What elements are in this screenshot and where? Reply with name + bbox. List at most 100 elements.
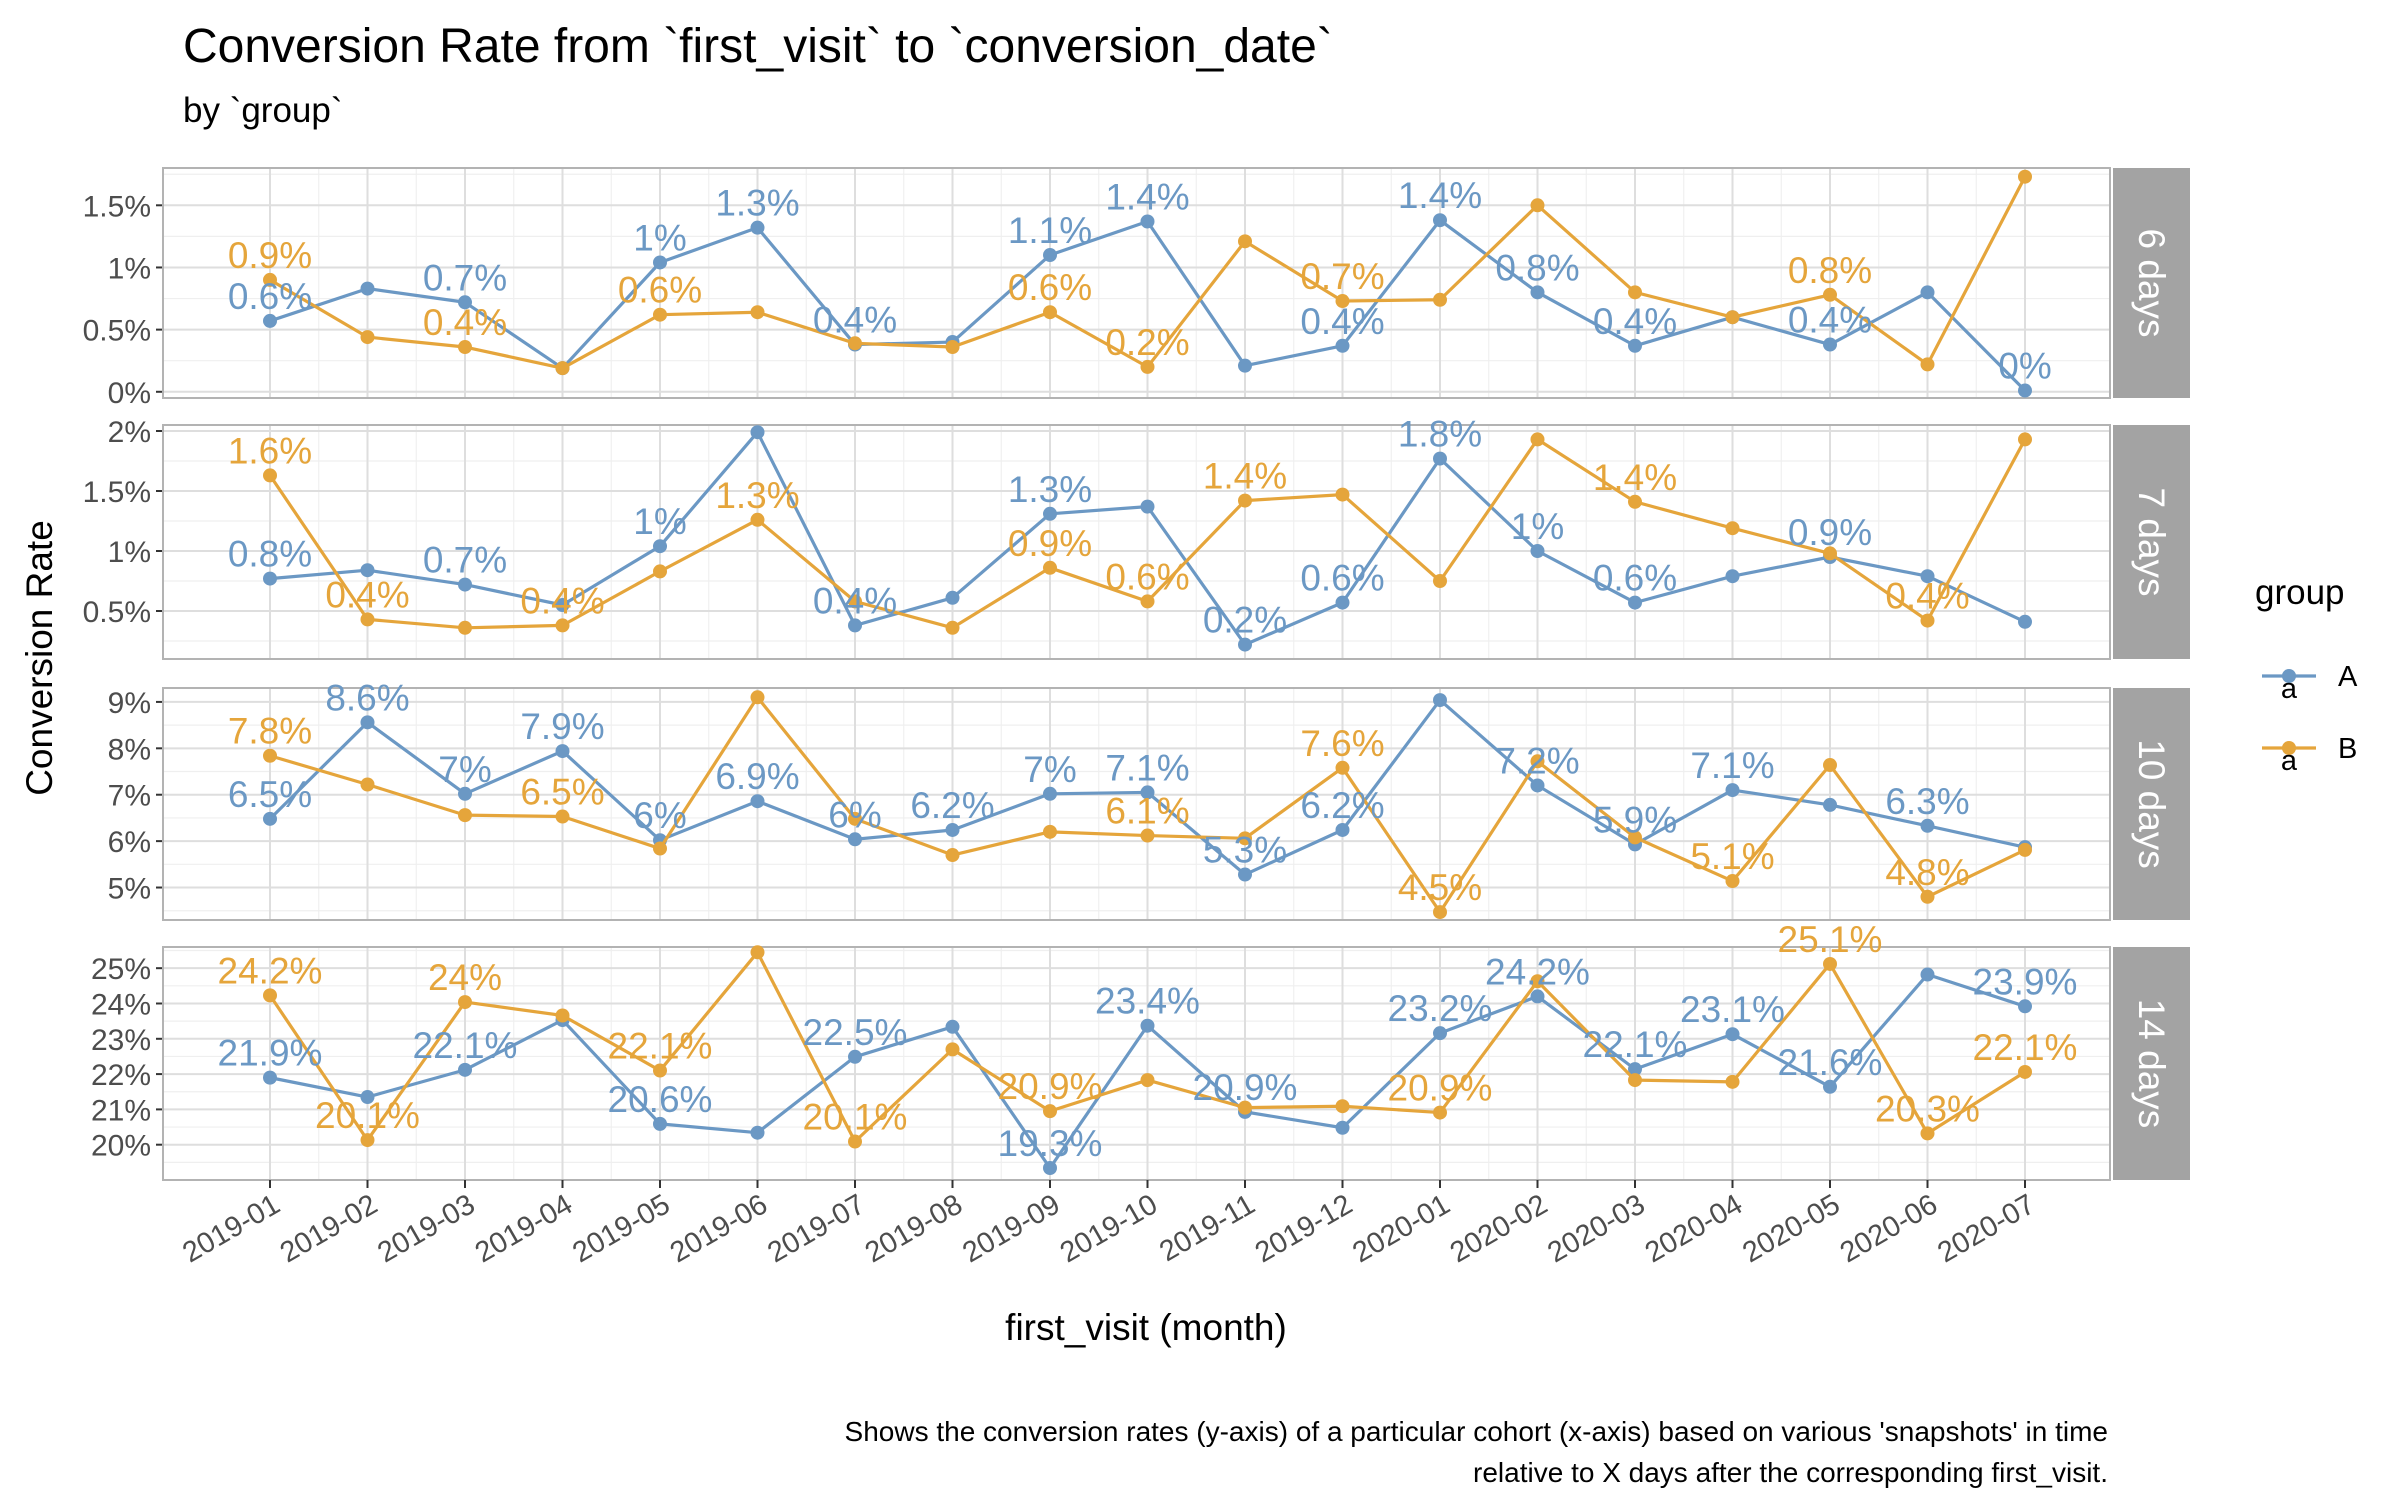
y-tick-label: 7% xyxy=(108,780,151,813)
data-point-A xyxy=(1920,818,1935,833)
data-point-B xyxy=(1920,889,1935,904)
data-point-B xyxy=(2018,842,2032,857)
data-point-B xyxy=(555,361,570,376)
y-tick-label: 5% xyxy=(108,873,151,906)
data-label-A: 5.9% xyxy=(1593,799,1677,840)
data-label-A: 6% xyxy=(633,795,686,836)
legend-label-A: A xyxy=(2338,661,2358,693)
data-point-A xyxy=(1823,1079,1837,1094)
data-label-A: 0% xyxy=(1998,346,2051,387)
data-label-B: 1.3% xyxy=(715,475,799,516)
y-tick-label: 21% xyxy=(91,1094,151,1127)
data-label-A: 0.4% xyxy=(1788,300,1872,341)
data-label-A: 0.7% xyxy=(423,257,507,298)
data-point-A xyxy=(1628,338,1642,353)
data-point-B xyxy=(1628,1073,1642,1088)
data-point-B xyxy=(360,777,375,792)
data-point-A xyxy=(848,618,862,633)
data-point-A xyxy=(1530,285,1545,300)
facet-panels: 0% 0.5% 1% 1.5% 6 days 0.6% 0.7% 1% 1.3% 0.4% 1.1%… xyxy=(83,167,2190,1181)
data-point-A xyxy=(1725,569,1740,584)
data-label-A: 6.2% xyxy=(1300,785,1384,826)
data-point-A xyxy=(263,1070,277,1085)
data-point-A xyxy=(1140,1018,1155,1033)
data-point-A xyxy=(945,1019,960,1034)
data-label-A: 1% xyxy=(633,501,686,542)
data-point-B xyxy=(1823,287,1837,302)
data-point-A xyxy=(1043,248,1057,263)
data-point-A xyxy=(945,590,960,605)
data-label-B: 6.1% xyxy=(1105,791,1189,832)
chart-subtitle: by `group` xyxy=(183,91,343,130)
data-label-B: 20.9% xyxy=(1388,1068,1493,1109)
data-point-B xyxy=(458,340,472,355)
data-point-A xyxy=(1335,822,1350,837)
x-tick-label: 2019-02 xyxy=(275,1188,383,1269)
data-point-B xyxy=(1043,1104,1057,1119)
data-point-B xyxy=(750,305,765,320)
data-point-A xyxy=(360,715,375,730)
data-label-A: 8.6% xyxy=(325,677,409,718)
data-point-B xyxy=(1725,874,1740,889)
data-point-A xyxy=(1140,214,1155,229)
data-point-A xyxy=(555,744,570,759)
data-point-B xyxy=(750,945,765,960)
data-point-A xyxy=(263,313,277,328)
x-tick-label: 2019-09 xyxy=(957,1188,1065,1269)
data-point-A xyxy=(750,425,765,440)
x-tick-label: 2019-03 xyxy=(372,1188,480,1269)
data-point-B xyxy=(750,690,765,705)
data-label-A: 23.2% xyxy=(1388,988,1493,1029)
data-label-A: 1.3% xyxy=(1008,469,1092,510)
x-tick-label: 2019-06 xyxy=(665,1188,773,1269)
data-point-A xyxy=(1433,693,1447,708)
data-point-B xyxy=(1238,234,1252,249)
y-axis-title: Conversion Rate xyxy=(19,520,60,796)
data-point-B xyxy=(1335,487,1350,502)
data-label-A: 7% xyxy=(438,749,491,790)
data-point-A xyxy=(2018,614,2032,629)
y-tick-label: 1.5% xyxy=(83,476,151,509)
data-point-A xyxy=(653,1116,667,1131)
data-point-B xyxy=(263,272,277,287)
data-point-A xyxy=(1628,595,1642,610)
data-point-A xyxy=(653,539,667,554)
data-point-B xyxy=(1140,1073,1155,1088)
data-point-A xyxy=(1530,989,1545,1004)
data-point-B xyxy=(1530,974,1545,989)
data-point-B xyxy=(1920,1126,1935,1141)
data-label-B: 0.9% xyxy=(1008,523,1092,564)
data-point-B xyxy=(848,594,862,609)
data-point-B xyxy=(848,1134,862,1149)
y-tick-label: 0.5% xyxy=(83,315,151,348)
data-point-A xyxy=(1238,358,1252,373)
panel-border xyxy=(162,167,2111,399)
y-tick-label: 0.5% xyxy=(83,596,151,629)
facet-panel: 0.5% 1% 1.5% 2% 7 days 0.8% 0.7% 1% 0.4% 1.3% 0.2%… xyxy=(83,414,2190,660)
data-point-A xyxy=(750,794,765,809)
data-label-A: 7.2% xyxy=(1495,740,1579,781)
data-point-B xyxy=(945,620,960,635)
data-label-A: 0.2% xyxy=(1203,600,1287,641)
x-tick-label: 2020-01 xyxy=(1347,1188,1455,1269)
data-point-B xyxy=(1433,292,1447,307)
data-point-B xyxy=(1628,494,1642,509)
y-tick-label: 6% xyxy=(108,826,151,859)
data-point-A xyxy=(555,598,570,612)
data-point-A xyxy=(2018,383,2032,398)
facet-panel: 5% 6% 7% 8% 9% 10 days 6.5% 8.6% 7% 7.9% 6% 6.9% 6% 6… xyxy=(108,677,2190,921)
y-tick-label: 1% xyxy=(108,252,151,285)
data-label-B: 0.6% xyxy=(1008,267,1092,308)
data-label-B: 1.4% xyxy=(1593,457,1677,498)
data-point-B xyxy=(1238,831,1252,846)
legend-label-B: B xyxy=(2338,733,2357,765)
y-tick-label: 2% xyxy=(108,416,151,449)
data-point-A xyxy=(1335,1120,1350,1135)
data-point-B xyxy=(945,340,960,355)
data-label-A: 23.9% xyxy=(1973,961,2078,1002)
y-tick-label: 8% xyxy=(108,733,151,766)
data-label-B: 1.4% xyxy=(1203,456,1287,497)
data-point-B xyxy=(1140,594,1155,609)
data-label-A: 0.4% xyxy=(1300,301,1384,342)
data-point-A xyxy=(1335,338,1350,353)
